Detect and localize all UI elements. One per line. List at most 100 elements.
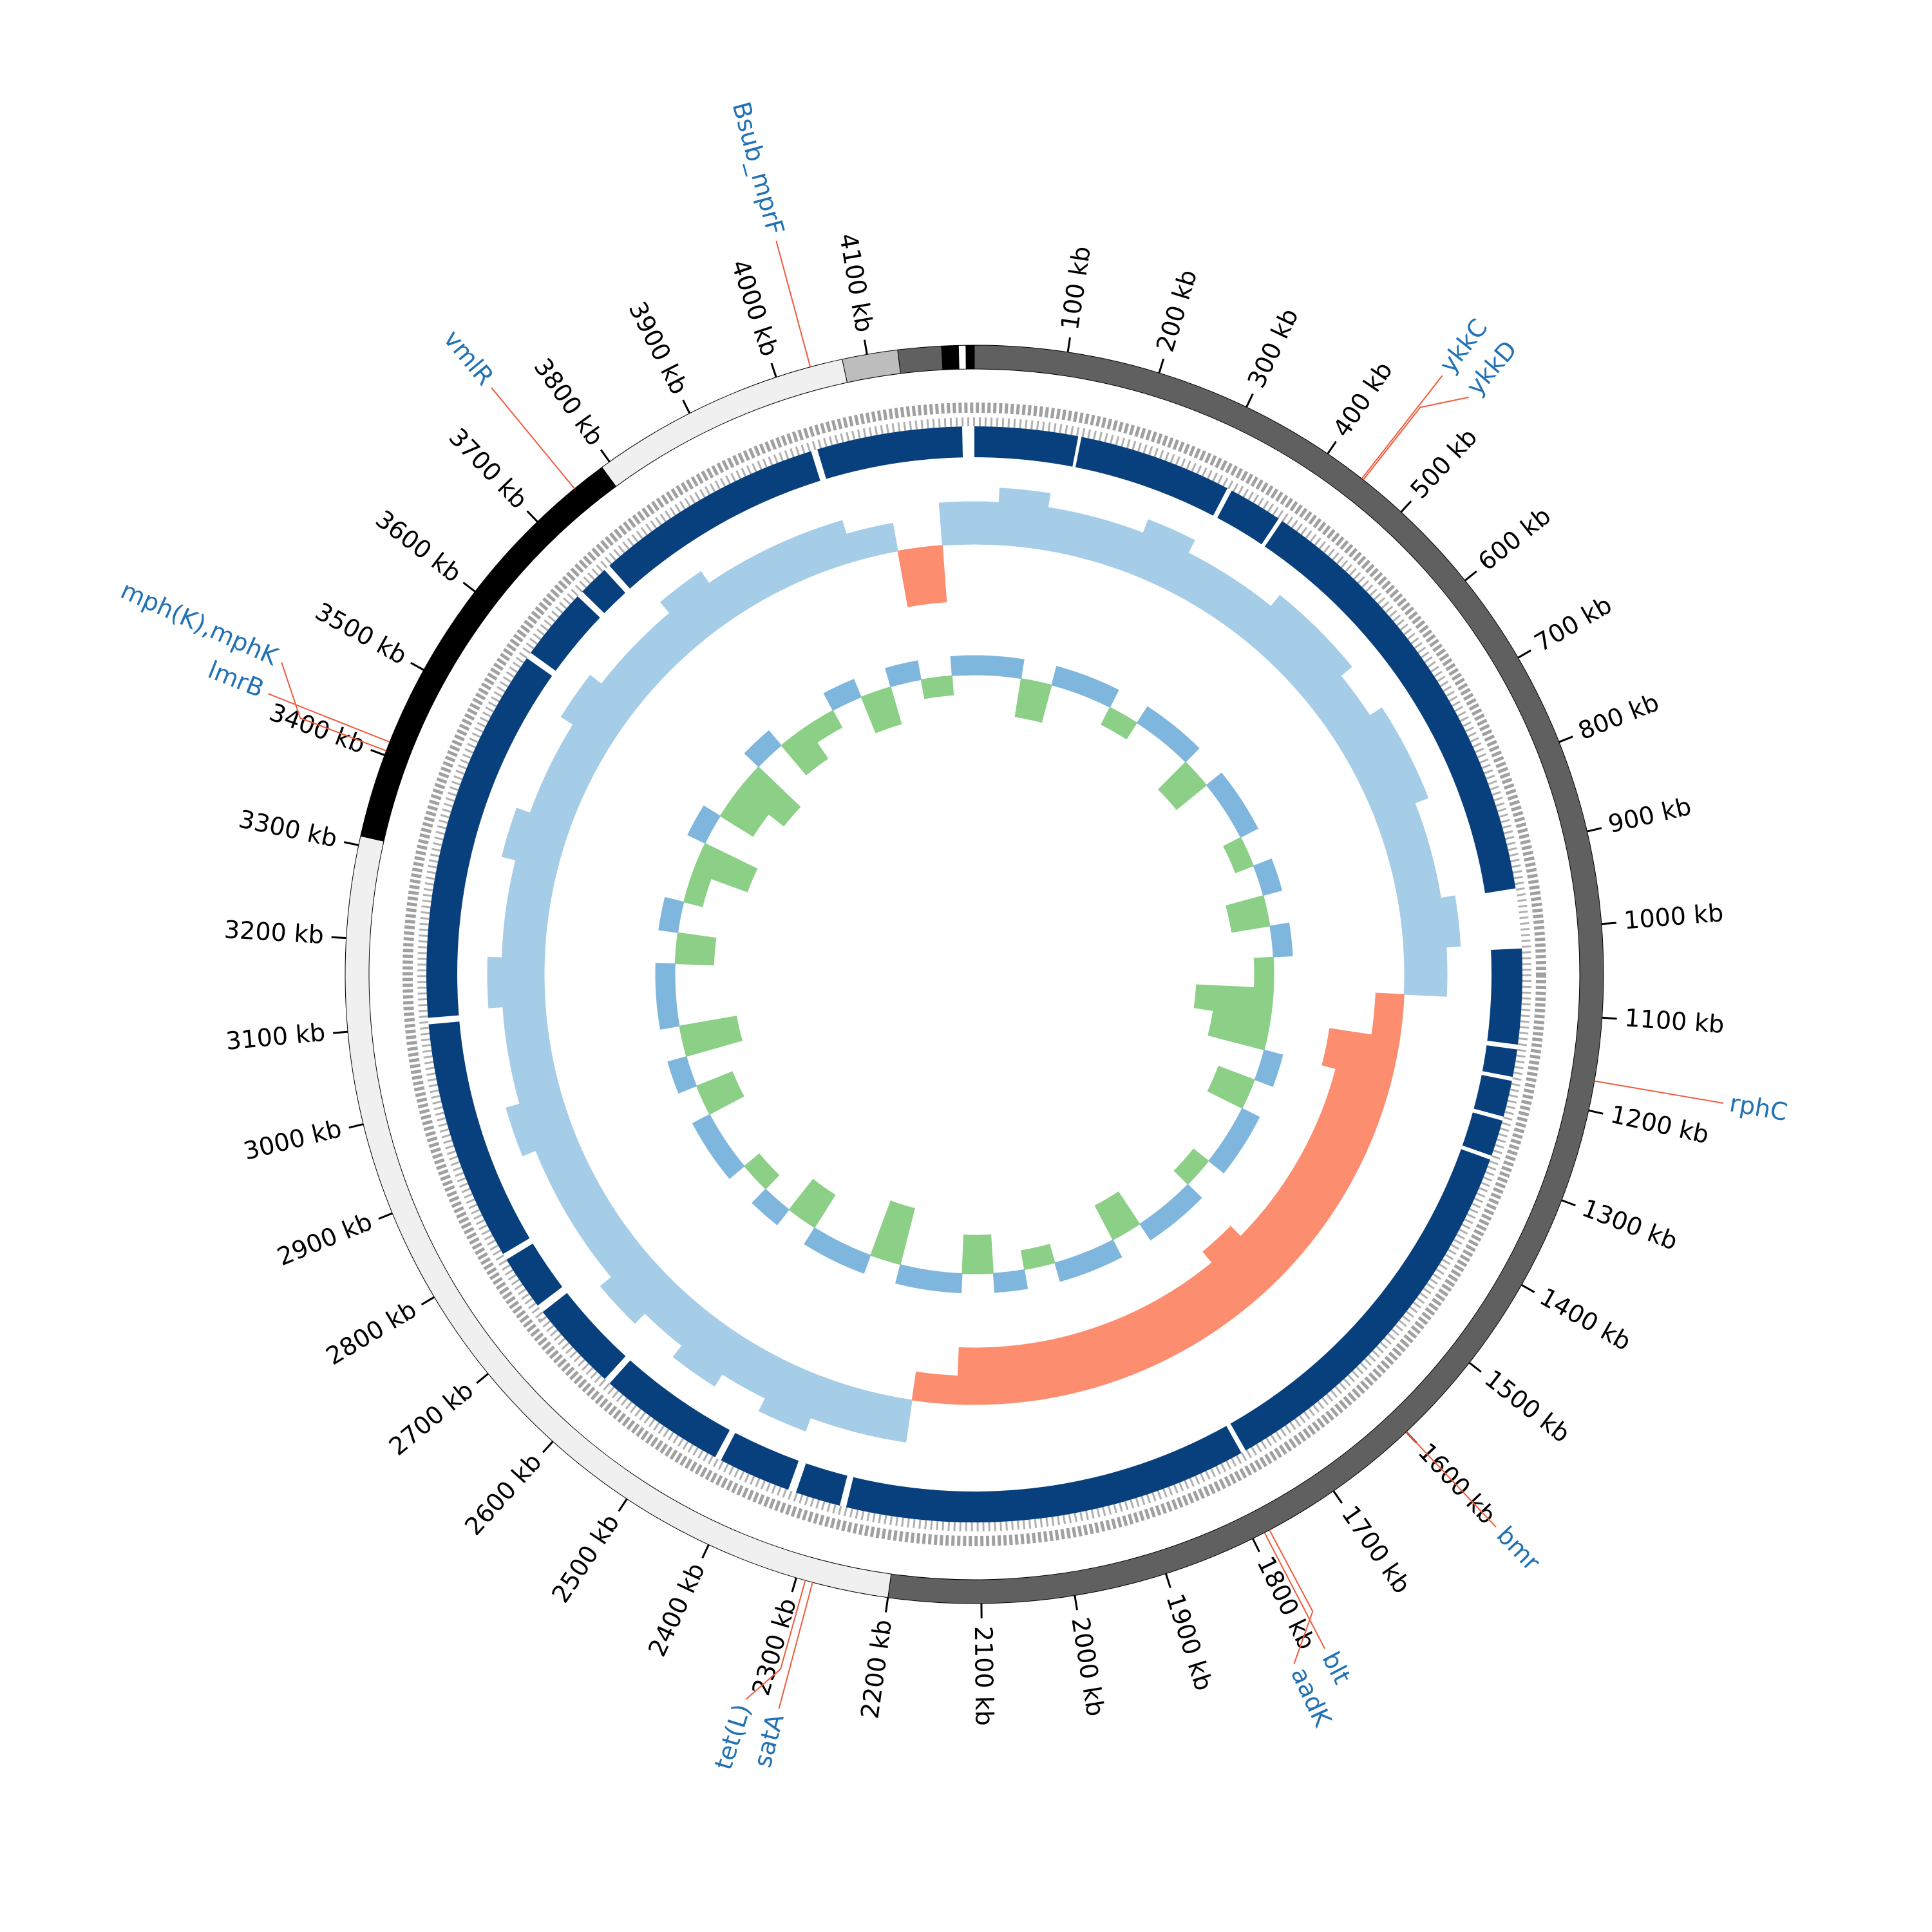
tick-label: 700 kb	[1530, 591, 1616, 658]
tick-mark	[1517, 649, 1531, 659]
tick-mark	[1066, 337, 1071, 353]
gc-skew-bar	[961, 1234, 994, 1274]
gene-track	[402, 402, 1546, 1546]
cds-block	[426, 658, 553, 1018]
tick-label: 200 kb	[1151, 266, 1202, 355]
gc-skew-bar	[806, 710, 843, 743]
gene-track	[417, 417, 1531, 1531]
gc-skew-bar	[885, 660, 922, 688]
cds-block	[795, 1463, 848, 1506]
tick-label: 100 kb	[1056, 244, 1096, 332]
tick-mark	[1464, 570, 1477, 582]
tick-label: 3000 kb	[241, 1114, 345, 1166]
tick-mark	[1164, 1573, 1171, 1588]
gene-leader	[1264, 1532, 1326, 1649]
gc-content-bar	[1371, 992, 1405, 1040]
tick-label: 500 kb	[1405, 423, 1482, 504]
gene-leader	[1361, 375, 1443, 479]
gc-content-bar	[897, 545, 947, 607]
gc-skew-bar	[860, 686, 902, 734]
gc-skew-bar	[1101, 706, 1138, 740]
gc-skew-bar	[950, 655, 985, 676]
cds-block	[582, 570, 626, 614]
tick-label: 600 kb	[1473, 502, 1557, 576]
cds-block	[1473, 1075, 1512, 1117]
gene-leader	[778, 1582, 813, 1709]
gc-skew-bar	[1208, 1010, 1271, 1051]
gc-skew-bar	[1081, 676, 1119, 708]
cds-block	[817, 426, 963, 479]
tick-label: 4000 kb	[726, 256, 784, 360]
gc-skew-bar	[667, 1056, 697, 1094]
cds-block	[609, 1360, 730, 1457]
tick-label: 1600 kb	[1412, 1437, 1501, 1530]
gene-label: vmlR	[438, 325, 499, 390]
tick-mark	[1588, 1109, 1604, 1115]
gc-content-bar	[1398, 895, 1461, 950]
tick-mark	[1074, 1595, 1079, 1611]
tick-label: 1700 kb	[1336, 1501, 1417, 1598]
gene-leader	[1405, 1431, 1497, 1528]
cds-block	[974, 426, 1079, 467]
tick-label: 3200 kb	[223, 915, 325, 949]
tick-label: 3600 kb	[370, 505, 467, 588]
gc-skew-bar	[870, 1200, 915, 1265]
cds-block	[428, 1021, 530, 1255]
gc-skew-bar	[655, 962, 676, 997]
tick-label: 3800 kb	[528, 353, 609, 451]
cds-block	[530, 596, 600, 671]
tick-label: 2500 kb	[546, 1509, 625, 1607]
tick-mark	[1158, 358, 1165, 374]
gc-skew-bar	[1226, 895, 1271, 933]
contig	[897, 345, 943, 374]
cds-block	[1487, 948, 1522, 1045]
gc-skew-bar	[1207, 1065, 1255, 1109]
tick-label: 2300 kb	[746, 1595, 802, 1699]
gc-content-bar	[487, 956, 546, 1009]
gene-leader	[1269, 1530, 1314, 1664]
tick-mark	[1602, 1016, 1617, 1020]
tick-mark	[1520, 1283, 1535, 1293]
tick-mark	[770, 363, 777, 378]
gc-content-bar	[501, 908, 549, 960]
tick-mark	[1332, 1490, 1343, 1504]
cds-block	[846, 1426, 1242, 1522]
tick-mark	[378, 1212, 393, 1220]
tick-label: 3500 kb	[310, 597, 412, 670]
gene-leader	[745, 1580, 806, 1700]
tick-mark	[348, 1123, 364, 1129]
gc-skew-bar	[1253, 858, 1283, 896]
tick-label: 3700 kb	[444, 422, 533, 514]
gene-leader	[281, 662, 387, 752]
gene-label: satA	[748, 1711, 790, 1770]
cds-block	[721, 1432, 799, 1490]
tick-label: 3400 kb	[265, 697, 369, 759]
cds-block	[1264, 520, 1516, 893]
tick-mark	[1251, 1538, 1260, 1553]
gc-content-bar	[956, 1347, 1002, 1405]
tick-label: 800 kb	[1574, 688, 1663, 745]
tick-mark	[410, 661, 424, 671]
tick-label: 4100 kb	[834, 231, 879, 334]
contig	[965, 345, 975, 370]
contig	[941, 345, 960, 370]
cds-block	[1217, 490, 1279, 545]
tick-mark	[421, 1296, 435, 1306]
tick-label: 2700 kb	[384, 1376, 479, 1461]
gc-content-bar	[1321, 1028, 1400, 1084]
cds-block	[542, 1293, 626, 1379]
tick-label: 1500 kb	[1479, 1364, 1575, 1448]
tick-mark	[542, 1441, 554, 1454]
gc-skew-bar	[1021, 1244, 1056, 1271]
tick-label: 3100 kb	[225, 1018, 327, 1056]
gc-skew-bar	[1054, 1252, 1092, 1282]
tick-label: 1900 kb	[1160, 1591, 1218, 1694]
gc-skew-bar	[927, 1270, 963, 1294]
tick-mark	[1327, 440, 1337, 455]
contig	[958, 345, 967, 370]
gc-skew-bar	[1157, 761, 1208, 810]
tick-label: 3300 kb	[236, 804, 340, 853]
tick-mark	[885, 1597, 889, 1613]
tick-mark	[701, 1544, 710, 1559]
tick-label: 3900 kb	[623, 297, 694, 399]
